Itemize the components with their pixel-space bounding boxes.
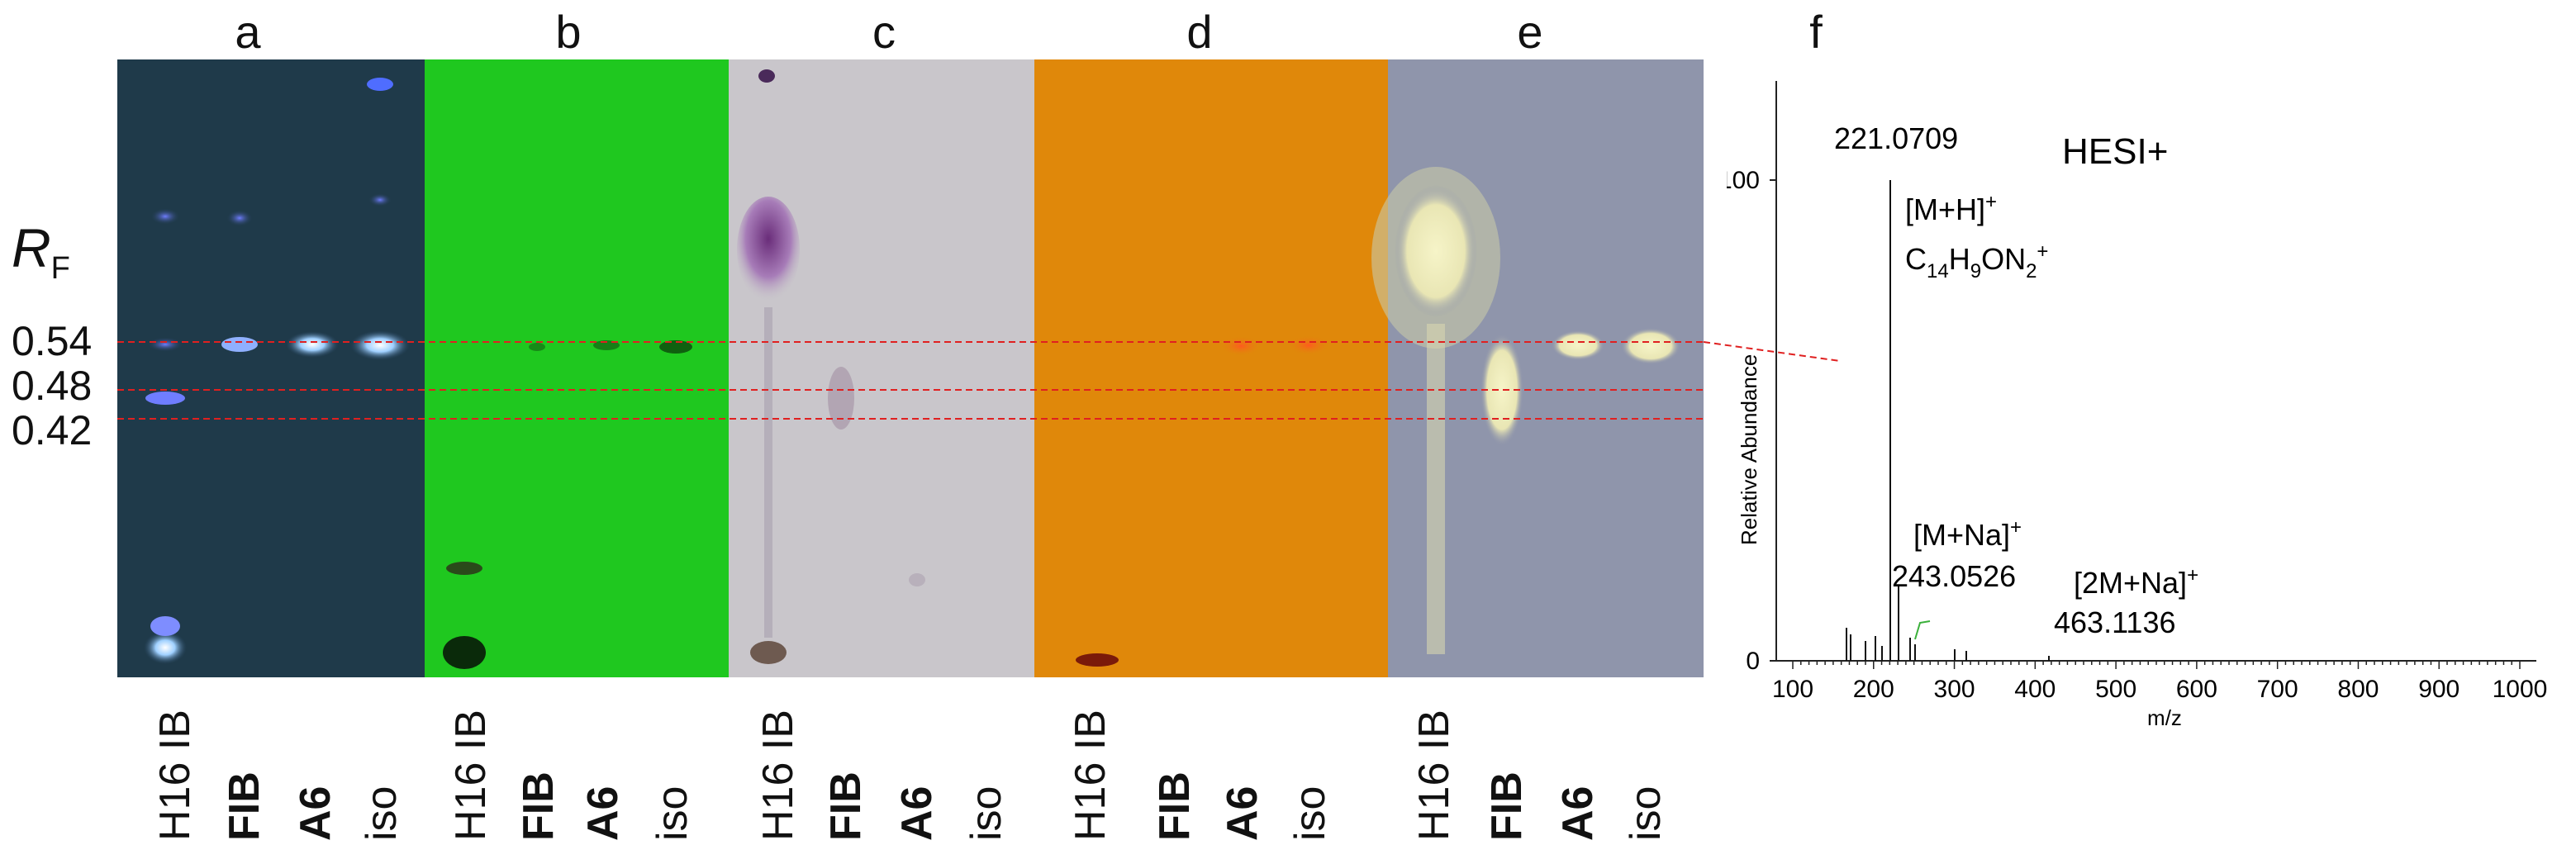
- panel-label-a: a: [235, 6, 261, 58]
- dimer-peak-charge: +: [2187, 564, 2198, 586]
- x-axis-label: m/z: [2147, 705, 2182, 730]
- plate-b: [425, 59, 729, 677]
- lane-label-d-fib: FIB: [1151, 771, 1199, 841]
- rf-symbol: R: [12, 217, 51, 278]
- na-peak-ion-text: [M+Na]: [1913, 518, 2010, 552]
- lane-label-e-iso: iso: [1622, 786, 1670, 841]
- lane-label-e-h16ib: H16 IB: [1410, 710, 1458, 841]
- main-peak-ion-text: [M+H]: [1905, 192, 1985, 226]
- dimer-peak-ion: [2M+Na]+: [2074, 564, 2198, 600]
- lane-label-c-a6: A6: [893, 786, 941, 841]
- lane-label-e-fib: FIB: [1483, 771, 1531, 841]
- x-tick-label-700: 700: [2257, 676, 2298, 703]
- x-tick-labels: 100 200 300 400 500 600 700 800 900 1000: [1772, 676, 2547, 703]
- lane-label-b-h16ib: H16 IB: [447, 710, 495, 841]
- panel-label-b: b: [555, 6, 582, 58]
- spectrum-peaks: [1846, 180, 2050, 661]
- rf-axis-title: RF: [12, 216, 70, 287]
- rf-value-048: 0.48: [12, 363, 93, 409]
- x-tick-label-1000: 1000: [2493, 676, 2548, 703]
- x-tick-label-100: 100: [1772, 676, 1813, 703]
- green-marker: [1914, 620, 1931, 640]
- tlc-plates: [117, 59, 1704, 677]
- panel-label-c: c: [872, 6, 896, 58]
- lane-label-e-a6: A6: [1554, 786, 1602, 841]
- lane-label-d-iso: iso: [1286, 786, 1334, 841]
- lane-label-c-h16ib: H16 IB: [754, 710, 802, 841]
- x-tick-label-600: 600: [2176, 676, 2217, 703]
- na-peak-ion: [M+Na]+: [1913, 516, 2022, 552]
- lane-label-b-a6: A6: [579, 786, 627, 841]
- main-peak-charge: +: [1985, 191, 1997, 213]
- x-tick-label-900: 900: [2418, 676, 2460, 703]
- dimer-peak-mz: 463.1136: [2054, 605, 2175, 639]
- lane-label-a-iso: iso: [358, 786, 406, 841]
- lane-label-a-a6: A6: [292, 786, 340, 841]
- lane-label-c-fib: FIB: [822, 771, 870, 841]
- na-peak-charge: +: [2010, 516, 2022, 539]
- x-tick-label-200: 200: [1853, 676, 1894, 703]
- plate-d: [1034, 59, 1388, 677]
- main-peak-ion: [M+H]+: [1905, 191, 1997, 226]
- lane-label-d-a6: A6: [1219, 786, 1267, 841]
- panel-label-e: e: [1517, 6, 1543, 58]
- rf-value-042: 0.42: [12, 407, 93, 453]
- main-peak-formula: C14H9ON2+: [1905, 240, 2048, 282]
- guide-line-to-spectrum: [1703, 341, 1841, 362]
- x-tick-label-500: 500: [2095, 676, 2136, 703]
- panel-label-d: d: [1186, 6, 1213, 58]
- x-tick-label-800: 800: [2337, 676, 2379, 703]
- lane-label-b-fib: FIB: [515, 771, 563, 841]
- plate-c: [729, 59, 1034, 677]
- lane-label-c-iso: iso: [962, 786, 1010, 841]
- lane-label-d-h16ib: H16 IB: [1067, 710, 1115, 841]
- y-tick-100: 100: [1727, 167, 1760, 194]
- lane-label-a-fib: FIB: [221, 771, 269, 841]
- main-peak-mz: 221.0709: [1834, 121, 1958, 155]
- x-tick-label-300: 300: [1934, 676, 1975, 703]
- panel-label-f: f: [1809, 6, 1823, 58]
- mass-spectrum: 0 100 Relative Abundance 100 200 300 400 500…: [1727, 81, 2547, 730]
- y-tick-0: 0: [1746, 648, 1760, 675]
- lane-label-b-iso: iso: [649, 786, 696, 841]
- x-minor-ticks: [1792, 661, 2521, 669]
- rf-value-054: 0.54: [12, 318, 93, 364]
- x-tick-label-400: 400: [2014, 676, 2056, 703]
- lane-label-a-h16ib: H16 IB: [151, 710, 199, 841]
- plate-a: [117, 59, 425, 677]
- y-axis-label: Relative Abundance: [1737, 354, 1761, 545]
- na-peak-mz: 243.0526: [1892, 559, 2016, 593]
- rf-guide-lines: [117, 341, 1841, 420]
- dimer-peak-ion-text: [2M+Na]: [2074, 566, 2187, 600]
- rf-subscript: F: [50, 251, 70, 287]
- plate-e: [1371, 59, 1704, 677]
- mode-label: HESI+: [2062, 131, 2168, 172]
